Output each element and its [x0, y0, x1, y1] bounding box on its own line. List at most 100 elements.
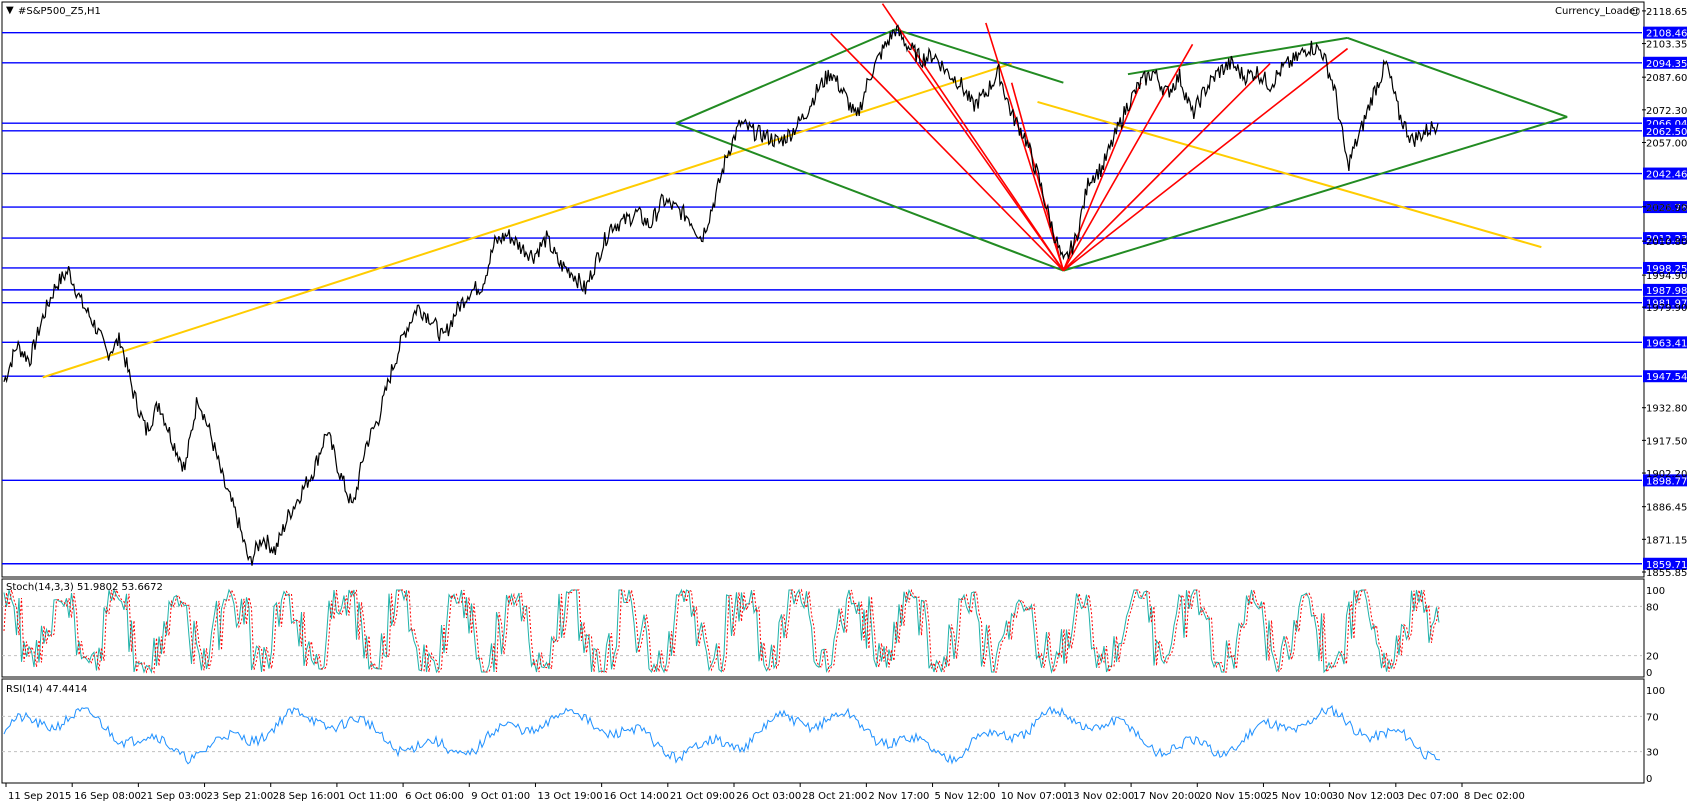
trendlines[interactable]: [42, 3, 1568, 379]
rsi-y-label: 70: [1646, 712, 1659, 723]
level-label-bg: [1643, 370, 1687, 383]
level-label: 1998.25: [1646, 264, 1687, 275]
x-tick-label: 1 Oct 11:00: [339, 791, 398, 802]
level-label-bg: [1643, 557, 1687, 570]
x-tick-label: 2 Nov 17:00: [868, 791, 929, 802]
fan-line-red[interactable]: [907, 50, 1065, 272]
level-label-bg: [1643, 296, 1687, 309]
x-tick-label: 9 Oct 01:00: [471, 791, 530, 802]
level-label: 1859.71: [1646, 560, 1687, 571]
fan-line-red[interactable]: [1010, 82, 1065, 271]
x-tick-label: 8 Dec 02:00: [1464, 791, 1525, 802]
y-tick-label: 1932.80: [1646, 404, 1687, 415]
rsi-y-label: 100: [1646, 686, 1665, 697]
x-tick-label: 26 Oct 03:00: [736, 791, 801, 802]
trendline-yellow[interactable]: [42, 62, 1012, 379]
level-label: 2012.23: [1646, 234, 1687, 245]
y-tick-label: 2072.30: [1646, 106, 1687, 117]
x-tick-label: 13 Nov 02:00: [1067, 791, 1134, 802]
fan-line-red[interactable]: [1062, 47, 1349, 272]
y-tick-label: 2118.65: [1646, 7, 1687, 18]
stoch-main-line: [3, 588, 1440, 674]
level-label: 1987.98: [1646, 286, 1687, 297]
stoch-label: Stoch(14,3,3) 51.9802 53.6672: [6, 582, 163, 593]
level-label-bg: [1643, 201, 1687, 214]
x-tick-label: 16 Sep 08:00: [74, 791, 141, 802]
level-label: 1981.97: [1646, 299, 1687, 310]
trendline-green[interactable]: [675, 28, 896, 125]
level-label: 2042.46: [1646, 170, 1687, 181]
rsi-line: [3, 704, 1440, 765]
x-tick-label: 28 Sep 16:00: [273, 791, 340, 802]
level-label: 2094.35: [1646, 59, 1687, 70]
y-tick-label: 1917.50: [1646, 436, 1687, 447]
trendline-green[interactable]: [1063, 115, 1568, 272]
y-tick-label: 2057.00: [1646, 139, 1687, 150]
stoch-y-label: 80: [1646, 602, 1659, 613]
level-label-bg: [1643, 167, 1687, 180]
level-label-bg: [1643, 124, 1687, 137]
fan-line-red[interactable]: [1062, 62, 1271, 272]
level-label-bg: [1643, 283, 1687, 296]
x-tick-label: 10 Nov 07:00: [1001, 791, 1068, 802]
rsi-y-label: 0: [1646, 774, 1652, 785]
x-tick-label: 13 Oct 19:00: [537, 791, 602, 802]
x-tick-label: 5 Nov 12:00: [935, 791, 996, 802]
stoch-series: 100 80 20 0: [2, 586, 1665, 679]
level-label: 1898.77: [1646, 476, 1687, 487]
x-tick-label: 16 Oct 14:00: [604, 791, 669, 802]
y-tick-label: 2026.90: [1646, 203, 1687, 214]
trendline-green[interactable]: [675, 122, 1064, 272]
level-label: 1947.54: [1646, 372, 1687, 383]
stoch-y-label: 20: [1646, 652, 1659, 663]
smiley-icon: ☺: [1630, 7, 1640, 18]
y-tick-label: 1886.45: [1646, 503, 1687, 514]
y-tick-label: 2087.60: [1646, 73, 1687, 84]
chart-title: #S&P500_Z5,H1: [18, 6, 101, 17]
x-tick-label: 21 Sep 03:00: [140, 791, 207, 802]
x-tick-label: 11 Sep 2015: [8, 791, 71, 802]
x-tick-label: 28 Oct 21:00: [802, 791, 867, 802]
fan-line-red[interactable]: [830, 33, 1064, 272]
stoch-pane-frame: [1, 578, 1645, 678]
fan-line-red[interactable]: [881, 3, 1065, 272]
level-label: 2026.76: [1646, 203, 1687, 214]
stoch-y-label: 0: [1646, 668, 1652, 679]
x-tick-label: 21 Oct 09:00: [670, 791, 735, 802]
level-label-bg: [1643, 26, 1687, 39]
price-line: [3, 24, 1439, 566]
x-tick-label: 20 Nov 15:00: [1199, 791, 1266, 802]
y-tick-label: 1979.90: [1646, 303, 1687, 314]
x-tick-label: 3 Dec 07:00: [1398, 791, 1459, 802]
x-tick-label: 25 Nov 10:00: [1265, 791, 1332, 802]
x-axis: 11 Sep 2015 16 Sep 08:00 21 Sep 03:00 23 Se…: [5, 783, 1525, 802]
dropdown-icon[interactable]: ▼: [6, 5, 14, 16]
level-label: 2066.04: [1646, 119, 1687, 130]
indicator-name: Currency_Loader: [1555, 6, 1640, 17]
fan-line-red[interactable]: [1062, 43, 1194, 272]
x-tick-label: 6 Oct 06:00: [405, 791, 464, 802]
y-axis: 2118.65 2103.35 2087.60 2072.30 2057.00 2026.…: [1642, 7, 1687, 579]
trendline-green[interactable]: [895, 28, 1064, 84]
level-label-bg: [1643, 56, 1687, 69]
trendline-green[interactable]: [1347, 36, 1568, 118]
rsi-pane-frame: [1, 678, 1645, 784]
level-label: 1963.41: [1646, 338, 1687, 349]
stoch-y-label: 100: [1646, 586, 1665, 597]
x-tick-label: 17 Nov 20:00: [1133, 791, 1200, 802]
y-tick-label: 2010.80: [1646, 237, 1687, 248]
y-tick-label: 1994.90: [1646, 271, 1687, 282]
rsi-series: 100 70 30 0: [2, 686, 1665, 785]
fan-line-red[interactable]: [1062, 82, 1142, 271]
y-tick-label: 2103.35: [1646, 40, 1687, 51]
y-tick-label: 1871.15: [1646, 535, 1687, 546]
rsi-label: RSI(14) 47.4414: [6, 684, 87, 695]
level-label-bg: [1643, 336, 1687, 349]
level-label-bg: [1643, 474, 1687, 487]
rsi-y-label: 30: [1646, 748, 1659, 759]
y-tick-label: 1855.85: [1646, 568, 1687, 579]
price-series: [3, 24, 1439, 566]
